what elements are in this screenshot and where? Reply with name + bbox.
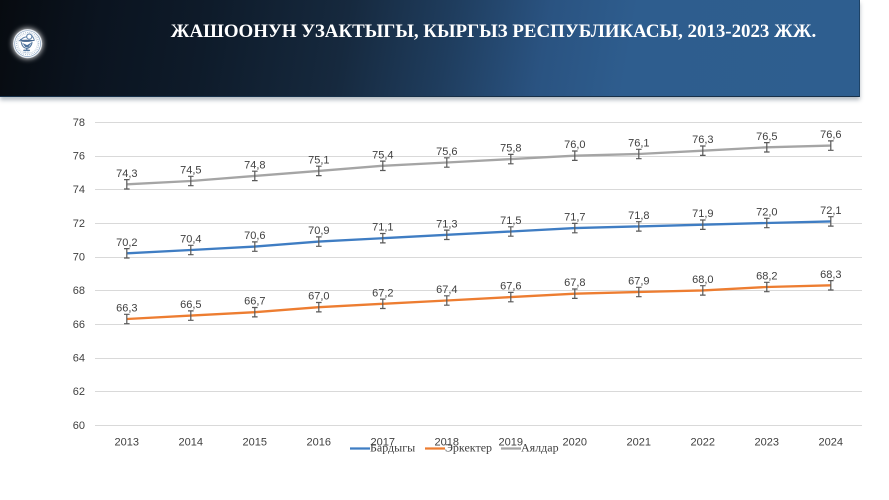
svg-text:72,1: 72,1 (820, 205, 841, 217)
svg-text:2015: 2015 (243, 437, 267, 449)
svg-text:71,7: 71,7 (564, 212, 585, 224)
svg-text:68,2: 68,2 (756, 271, 777, 283)
svg-text:66,5: 66,5 (180, 299, 201, 311)
svg-text:2018: 2018 (435, 437, 459, 449)
svg-text:68,3: 68,3 (820, 269, 841, 281)
svg-text:74,3: 74,3 (116, 168, 137, 180)
svg-text:76,5: 76,5 (756, 131, 777, 143)
svg-text:76,6: 76,6 (820, 129, 841, 141)
svg-text:2019: 2019 (499, 437, 523, 449)
svg-text:2021: 2021 (627, 437, 651, 449)
svg-text:67,0: 67,0 (308, 291, 329, 303)
svg-text:60: 60 (73, 420, 85, 432)
svg-text:66,7: 66,7 (244, 296, 265, 308)
svg-text:75,8: 75,8 (500, 143, 521, 155)
svg-text:76,1: 76,1 (628, 138, 649, 150)
svg-text:Бардыгы: Бардыгы (370, 441, 415, 455)
svg-text:67,9: 67,9 (628, 276, 649, 288)
svg-text:78: 78 (73, 117, 85, 129)
svg-text:70,9: 70,9 (308, 225, 329, 237)
svg-text:2014: 2014 (179, 437, 203, 449)
svg-text:70: 70 (73, 252, 85, 264)
svg-text:75,1: 75,1 (308, 154, 329, 166)
svg-text:2016: 2016 (307, 437, 331, 449)
svg-text:74,5: 74,5 (180, 165, 201, 177)
svg-text:70,4: 70,4 (180, 234, 201, 246)
svg-text:67,8: 67,8 (564, 277, 585, 289)
svg-text:71,3: 71,3 (436, 218, 457, 230)
svg-text:67,2: 67,2 (372, 287, 393, 299)
svg-text:68,0: 68,0 (692, 274, 713, 286)
svg-text:Эркектер: Эркектер (445, 441, 492, 455)
svg-text:2013: 2013 (115, 437, 139, 449)
svg-text:71,5: 71,5 (500, 215, 521, 227)
svg-text:2022: 2022 (691, 437, 715, 449)
svg-text:70,6: 70,6 (244, 230, 265, 242)
svg-text:2020: 2020 (563, 437, 587, 449)
svg-text:64: 64 (73, 353, 85, 365)
svg-text:67,6: 67,6 (500, 281, 521, 293)
svg-text:75,6: 75,6 (436, 146, 457, 158)
svg-text:2023: 2023 (755, 437, 779, 449)
svg-text:71,8: 71,8 (628, 210, 649, 222)
svg-text:2024: 2024 (819, 437, 843, 449)
svg-text:76,0: 76,0 (564, 139, 585, 151)
svg-text:68: 68 (73, 285, 85, 297)
svg-text:66,3: 66,3 (116, 303, 137, 315)
svg-text:71,9: 71,9 (692, 208, 713, 220)
svg-text:76: 76 (73, 151, 85, 163)
svg-text:76,3: 76,3 (692, 134, 713, 146)
svg-text:70,2: 70,2 (116, 237, 137, 249)
svg-text:62: 62 (73, 386, 85, 398)
svg-text:74: 74 (73, 184, 85, 196)
svg-text:75,4: 75,4 (372, 149, 393, 161)
svg-text:66: 66 (73, 319, 85, 331)
svg-text:Аялдар: Аялдар (521, 441, 559, 455)
svg-text:2017: 2017 (371, 437, 395, 449)
svg-text:74,8: 74,8 (244, 159, 265, 171)
svg-text:72,0: 72,0 (756, 207, 777, 219)
svg-text:72: 72 (73, 218, 85, 230)
svg-text:67,4: 67,4 (436, 284, 457, 296)
svg-text:71,1: 71,1 (372, 222, 393, 234)
